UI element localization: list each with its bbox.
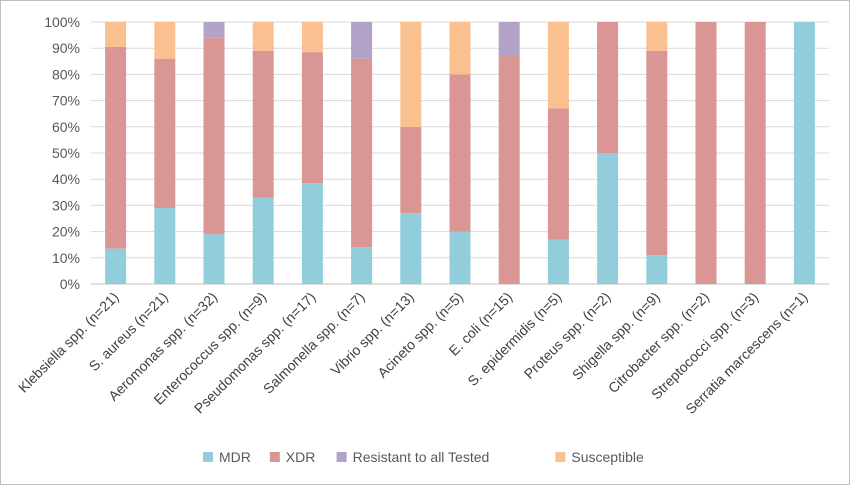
x-tick-label: S. epidermidis (n=5) (464, 289, 564, 389)
bar-xdr-4 (301, 52, 323, 184)
bar-mdr-2 (203, 234, 225, 284)
y-tick-label: 100% (44, 14, 80, 30)
bar-xdr-0 (105, 46, 127, 249)
legend: MDR XDR Resistant to all Tested Susceptible (203, 449, 644, 465)
legend-label-mdr: MDR (219, 449, 251, 465)
bar-mdr-9 (547, 239, 569, 284)
bar-resistant-to-all-tested-8 (498, 22, 520, 57)
y-tick-label: 20% (52, 224, 80, 240)
bar-resistant-to-all-tested-5 (351, 22, 373, 59)
y-tick-label: 0% (60, 276, 80, 292)
bar-susceptible-6 (400, 22, 422, 127)
legend-swatch-xdr (269, 452, 280, 462)
legend-swatch-susceptible (555, 452, 566, 462)
bar-xdr-3 (252, 50, 274, 198)
bars (105, 22, 815, 285)
bar-xdr-11 (646, 50, 668, 256)
y-tick-label: 90% (52, 40, 80, 56)
bar-xdr-12 (695, 22, 717, 284)
y-axis-ticks: 0% 10% 20% 30% 40% 50% 60% 70% 80% 90% 100% (44, 14, 80, 292)
x-tick-label: Proteus spp. (n=2) (521, 289, 614, 382)
x-axis-ticks: Klebsiella spp. (n=21)S. aureus (n=21)Ae… (15, 289, 811, 417)
bar-mdr-14 (793, 22, 815, 284)
legend-label-susceptible: Susceptible (571, 449, 644, 465)
bar-xdr-6 (400, 126, 422, 214)
bar-xdr-13 (744, 22, 766, 284)
legend-label-xdr: XDR (286, 449, 316, 465)
bar-mdr-7 (449, 231, 471, 284)
bar-mdr-3 (252, 197, 274, 284)
bar-xdr-9 (547, 108, 569, 240)
bar-susceptible-9 (547, 22, 569, 109)
legend-swatch-mdr (203, 452, 213, 462)
bar-mdr-10 (597, 153, 619, 284)
bar-mdr-5 (351, 247, 373, 284)
y-tick-label: 70% (52, 93, 80, 109)
x-tick-label: Acineto spp. (n=5) (374, 289, 466, 381)
bar-susceptible-1 (154, 22, 176, 59)
bar-xdr-8 (498, 56, 520, 285)
bar-susceptible-4 (301, 22, 323, 53)
y-tick-label: 10% (52, 250, 80, 266)
y-tick-label: 60% (52, 119, 80, 135)
bar-mdr-0 (105, 248, 127, 284)
bar-susceptible-3 (252, 22, 274, 51)
bar-susceptible-11 (646, 22, 668, 51)
bar-mdr-4 (301, 183, 323, 284)
x-tick-label: Vibrio spp. (n=13) (327, 289, 417, 379)
bar-xdr-7 (449, 74, 471, 232)
bar-xdr-5 (351, 58, 373, 248)
legend-swatch-resistant-to-all-tested (336, 452, 347, 462)
y-tick-label: 50% (52, 145, 80, 161)
y-tick-label: 40% (52, 171, 80, 187)
bar-xdr-1 (154, 58, 176, 209)
bar-xdr-10 (597, 22, 619, 153)
y-tick-label: 80% (52, 66, 80, 82)
legend-label-resistant-to-all-tested: Resistant to all Tested (353, 449, 490, 465)
bar-susceptible-0 (105, 22, 127, 47)
x-tick-label: Shigella spp. (n=9) (569, 289, 663, 383)
bar-xdr-2 (203, 37, 225, 235)
bar-mdr-1 (154, 208, 176, 284)
y-tick-label: 30% (52, 197, 80, 213)
bar-resistant-to-all-tested-2 (203, 22, 225, 38)
bar-mdr-11 (646, 255, 668, 284)
bar-susceptible-7 (449, 22, 471, 75)
bar-mdr-6 (400, 213, 422, 284)
